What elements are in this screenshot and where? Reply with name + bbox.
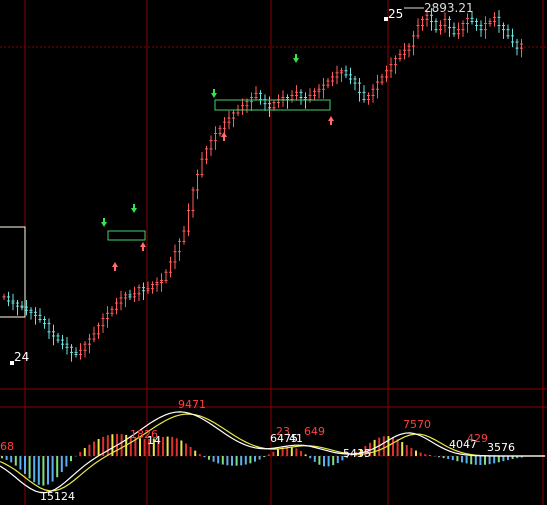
arrow-down-green-icon [293, 54, 299, 63]
indicator-value-label: 41 [289, 432, 303, 445]
indicator-value-label: 5435 [343, 447, 371, 460]
arrow-up-red-icon [112, 262, 118, 271]
arrow-up-red-icon [328, 116, 334, 125]
indicator-value-label: 6475 [270, 432, 298, 445]
high-price-label: 2893.21 [424, 1, 474, 15]
indicator-value-label: 429 [467, 432, 488, 445]
arrow-down-green-icon [211, 89, 217, 98]
indicator-value-label: 1826 [130, 428, 158, 441]
box-consolidation-1 [107, 230, 146, 241]
macd-dea-line [0, 413, 545, 492]
arrow-up-red-icon [140, 242, 146, 251]
indicator-value-label: 23 [276, 425, 290, 438]
arrow-up-red-icon [221, 132, 227, 141]
arrow-down-green-icon [131, 204, 137, 213]
count-high-label: 25 [388, 7, 403, 21]
box-pattern-left [0, 226, 26, 318]
count-low-label: 24 [14, 350, 29, 364]
count-low-marker [10, 361, 14, 365]
macd-dif-line [0, 411, 545, 494]
box-consolidation-2 [214, 99, 331, 111]
indicator-value-label: 649 [304, 425, 325, 438]
indicator-value-label: 9471 [178, 398, 206, 411]
indicator-value-label: 68 [0, 440, 14, 453]
indicator-value-label: 14 [147, 434, 161, 447]
indicator-value-label: 7570 [403, 418, 431, 431]
indicator-value-label: 3576 [487, 441, 515, 454]
arrow-down-green-icon [101, 218, 107, 227]
indicator-value-label: 4047 [449, 438, 477, 451]
count-high-marker [384, 17, 388, 21]
indicator-value-label: 15124 [40, 490, 75, 503]
